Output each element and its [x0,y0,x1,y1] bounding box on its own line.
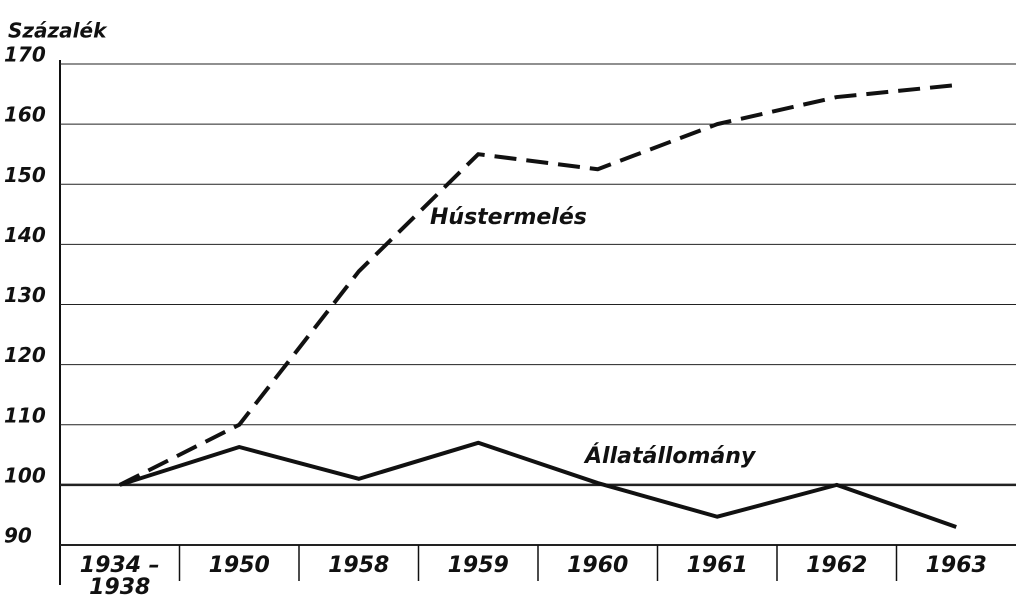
x-tick-label: 1934 – 1938 [79,553,160,600]
y-tick-label: 160 [4,103,46,127]
y-tick-label: 120 [4,343,46,367]
y-tick-label: 140 [4,223,46,247]
x-tick-label: 1958 [328,553,390,578]
y-tick-label: 170 [4,43,46,67]
y-tick-label: 130 [4,283,46,307]
x-tick-label: 1961 [686,553,748,578]
x-tick-label: 1959 [447,553,509,578]
y-tick-label: 110 [4,403,46,427]
series-label: Hústermelés [430,205,587,230]
x-tick-label: 1963 [925,553,987,578]
line [119,440,957,529]
x-tick-label: 1962 [806,553,868,578]
y-tick-label: 100 [4,463,46,487]
x-tick-label: 1960 [567,553,629,578]
x-tick-label: 1950 [208,553,270,578]
y-tick-label: 90 [4,524,32,548]
line [118,83,957,487]
series-label: Állatállomány [583,443,757,469]
y-tick-label: 150 [4,163,46,187]
y-axis-label: Százalék [8,19,108,43]
